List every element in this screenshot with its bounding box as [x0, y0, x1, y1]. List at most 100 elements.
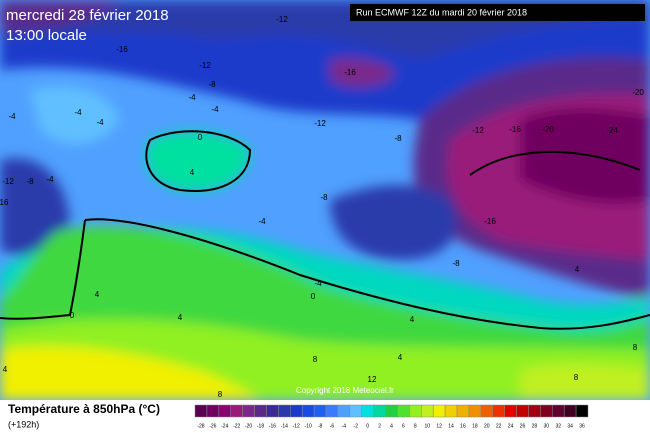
contour-label: 8	[218, 390, 223, 399]
contour-label: 4	[95, 290, 100, 299]
contour-label: -8	[208, 80, 216, 89]
colorbar-tick-label: 16	[460, 423, 466, 429]
contour-label: 4	[178, 313, 183, 322]
lead-time: (+192h)	[8, 419, 39, 429]
contour-label: -20	[632, 88, 644, 97]
colorbar-cell	[480, 404, 493, 418]
colorbar-cell	[456, 404, 470, 418]
colorbar-tick-label: -2	[354, 423, 359, 429]
contour-label: 8	[313, 355, 318, 364]
colorbar-tick-label: -28	[197, 423, 204, 429]
contour-label: -4	[74, 108, 82, 117]
colorbar-tick-label: 10	[424, 423, 430, 429]
colorbar-tick-label: -18	[257, 423, 264, 429]
time-title: 13:00 locale	[6, 27, 87, 44]
colorbar-tick-label: -12	[293, 423, 300, 429]
colorbar-cell	[206, 404, 220, 418]
colorbar-tick-label: 8	[414, 423, 417, 429]
colorbar-tick-label: 36	[579, 423, 585, 429]
colorbar-cell	[552, 404, 565, 418]
colorbar-tick-label: 2	[378, 423, 381, 429]
contour-label: 8	[633, 343, 638, 352]
colorbar-cell	[540, 404, 553, 418]
colorbar-cell	[337, 404, 351, 418]
colorbar-tick-label: -26	[209, 423, 216, 429]
colorbar-cell	[230, 404, 243, 418]
colorbar-tick-label: 4	[390, 423, 393, 429]
colorbar-tick-label: 18	[472, 423, 478, 429]
colorbar-cell	[397, 404, 410, 418]
date-title: mercredi 28 février 2018	[6, 7, 169, 24]
colorbar-cell	[385, 404, 398, 418]
contour-label: -4	[8, 112, 16, 121]
colorbar-cell	[242, 404, 255, 418]
colorbar-tick-label: -8	[318, 423, 323, 429]
colorbar-cell	[516, 404, 529, 418]
colorbar-tick-label: 24	[508, 423, 514, 429]
contour-label: 4	[575, 265, 580, 274]
colorbar-cell	[575, 404, 589, 418]
contour-label: -16	[344, 68, 356, 77]
colorbar-cell	[254, 404, 267, 418]
colorbar-tick-label: -24	[221, 423, 228, 429]
copyright: Copyright 2018 Meteociel.fr	[296, 386, 394, 395]
colorbar-tick-label: -6	[330, 423, 335, 429]
contour-label: -8	[26, 177, 34, 186]
contour-label: 0	[311, 292, 316, 301]
colorbar-tick-label: 0	[366, 423, 369, 429]
contour-label: -4	[258, 217, 266, 226]
colorbar-tick-label: 32	[555, 423, 561, 429]
contour-label: -8	[452, 259, 460, 268]
colorbar-tick-label: 12	[436, 423, 442, 429]
contour-label: -8	[320, 193, 328, 202]
contour-label: -16	[116, 45, 128, 54]
colorbar-cell	[373, 404, 386, 418]
contour-label: -12	[472, 126, 484, 135]
colorbar-cell	[409, 404, 422, 418]
colorbar-cell	[444, 404, 458, 418]
contour-label: -4	[314, 279, 322, 288]
colorbar-cell	[361, 404, 374, 418]
colorbar-tick-label: -16	[269, 423, 276, 429]
contour-label: -4	[46, 175, 54, 184]
contour-label: -20	[542, 125, 554, 134]
colorbar-tick-label: 6	[402, 423, 405, 429]
run-box	[350, 4, 645, 21]
colorbar-cell	[504, 404, 517, 418]
colorbar-cell	[301, 404, 315, 418]
colorbar-cell	[492, 404, 505, 418]
colorbar-cell	[194, 404, 208, 418]
contour-label: -4	[188, 93, 196, 102]
colorbar-tick-label: 26	[520, 423, 526, 429]
colorbar-tick-label: -10	[305, 423, 312, 429]
colorbar-cell	[349, 404, 362, 418]
colorbar-cell	[278, 404, 291, 418]
contour-label: 4	[398, 353, 403, 362]
legend-title: Température à 850hPa (°C)	[8, 402, 160, 416]
colorbar-tick-label: -22	[233, 423, 240, 429]
contour-label: -16	[484, 217, 496, 226]
contour-label: -4	[96, 118, 104, 127]
contour-label: -8	[394, 134, 402, 143]
contour-label: 0	[70, 311, 75, 320]
colorbar-cell	[468, 404, 482, 418]
contour-label: -16	[509, 125, 521, 134]
run-info: Run ECMWF 12Z du mardi 20 février 2018	[356, 7, 527, 17]
colorbar-cell	[432, 404, 446, 418]
colorbar-tick-label: -14	[281, 423, 288, 429]
colorbar-cell	[218, 404, 231, 418]
colorbar-cell	[313, 404, 327, 418]
contour-label: -24	[606, 126, 618, 135]
colorbar-tick-label: 30	[544, 423, 550, 429]
contour-label: -12	[276, 15, 288, 24]
colorbar-cell	[421, 404, 434, 418]
contour-label: 0	[198, 133, 203, 142]
contour-label: -12	[314, 119, 326, 128]
colorbar-tick-label: 34	[567, 423, 573, 429]
colorbar-cell	[528, 404, 541, 418]
contour-label: 4	[190, 168, 195, 177]
contour-label: 4	[3, 365, 8, 374]
colorbar-cell	[325, 404, 339, 418]
